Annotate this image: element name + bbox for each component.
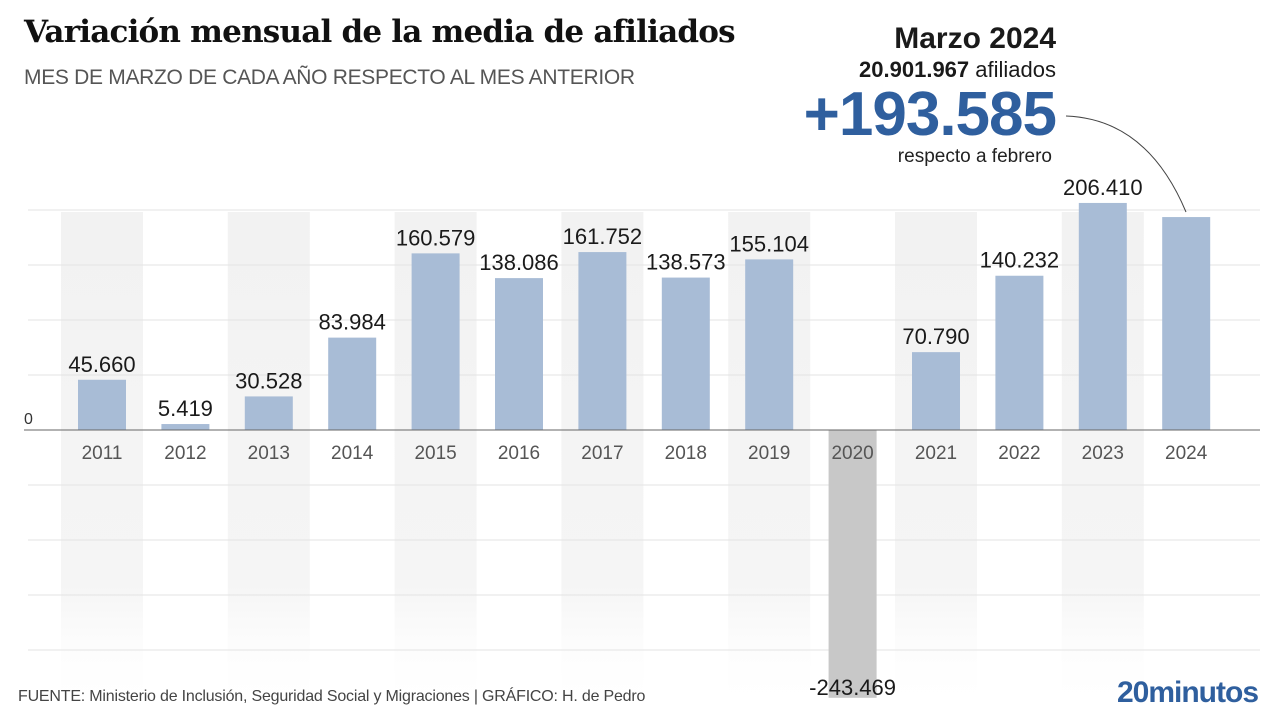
bar-2014: [328, 337, 377, 430]
chart-subtitle: MES DE MARZO DE CADA AÑO RESPECTO AL MES…: [24, 66, 635, 89]
source-footer: FUENTE: Ministerio de Inclusión, Segurid…: [18, 688, 646, 705]
x-tick-label: 2013: [248, 443, 290, 464]
value-label-2015: 160.579: [396, 225, 476, 250]
value-label-2013: 30.528: [235, 368, 302, 393]
callout-change-value: +193.585: [803, 80, 1057, 149]
y-tick-label: 0: [24, 411, 33, 428]
value-label-2021: 70.790: [902, 324, 969, 349]
value-label-2023: 206.410: [1063, 175, 1143, 200]
callout-change-label: respecto a febrero: [897, 146, 1052, 167]
x-tick-label: 2015: [414, 443, 456, 464]
value-label-2020: -243.469: [809, 675, 896, 700]
bar-2022: [995, 275, 1044, 430]
value-label-2012: 5.419: [158, 396, 213, 421]
bar-2011: [78, 379, 126, 430]
value-label-2022: 140.232: [980, 248, 1060, 273]
value-label-2018: 138.573: [646, 250, 726, 275]
highlight-callout: Marzo 2024 20.901.967 afiliados +193.585…: [803, 22, 1057, 168]
brand-logo: 20minutos: [1116, 676, 1259, 709]
callout-total: 20.901.967 afiliados: [804, 56, 1056, 84]
x-tick-label: 2024: [1165, 443, 1208, 464]
x-tick-label: 2018: [665, 443, 707, 464]
bar-2016: [495, 278, 543, 430]
bar-2019: [745, 259, 794, 430]
x-tick-label: 2021: [915, 443, 957, 464]
x-tick-label: 2017: [581, 443, 623, 464]
bar-2017: [578, 252, 627, 430]
bar-2012: [161, 424, 210, 430]
callout-total-value: 20.901.967: [859, 57, 970, 82]
x-tick-label: 2012: [164, 443, 206, 464]
x-tick-label: 2022: [998, 443, 1040, 464]
x-tick-label: 2016: [498, 443, 540, 464]
column-band: [227, 212, 310, 712]
bar-2015: [411, 253, 460, 430]
value-label-2019: 155.104: [729, 231, 809, 256]
chart-title: Variación mensual de la media de afiliad…: [24, 14, 736, 50]
value-label-2017: 161.752: [563, 224, 643, 249]
column-band: [895, 212, 977, 712]
x-tick-label: 2014: [331, 443, 374, 464]
x-tick-label: 2020: [831, 443, 873, 464]
bar-2023: [1078, 202, 1127, 430]
bar-2024: [1162, 217, 1211, 430]
value-label-2014: 83.984: [319, 310, 386, 335]
callout-month: Marzo 2024: [894, 22, 1056, 55]
bar-2021: [912, 352, 960, 430]
bar-2013: [244, 396, 293, 430]
callout-connector-line: [1065, 115, 1187, 213]
value-label-2011: 45.660: [68, 352, 135, 377]
bar-2020: [828, 430, 877, 698]
callout-total-unit: afiliados: [975, 57, 1056, 82]
x-tick-label: 2023: [1082, 443, 1124, 464]
x-tick-label: 2011: [82, 443, 123, 464]
bar-2018: [661, 277, 710, 430]
x-tick-label: 2019: [748, 443, 790, 464]
value-label-2016: 138.086: [479, 250, 559, 275]
column-band: [61, 212, 143, 712]
